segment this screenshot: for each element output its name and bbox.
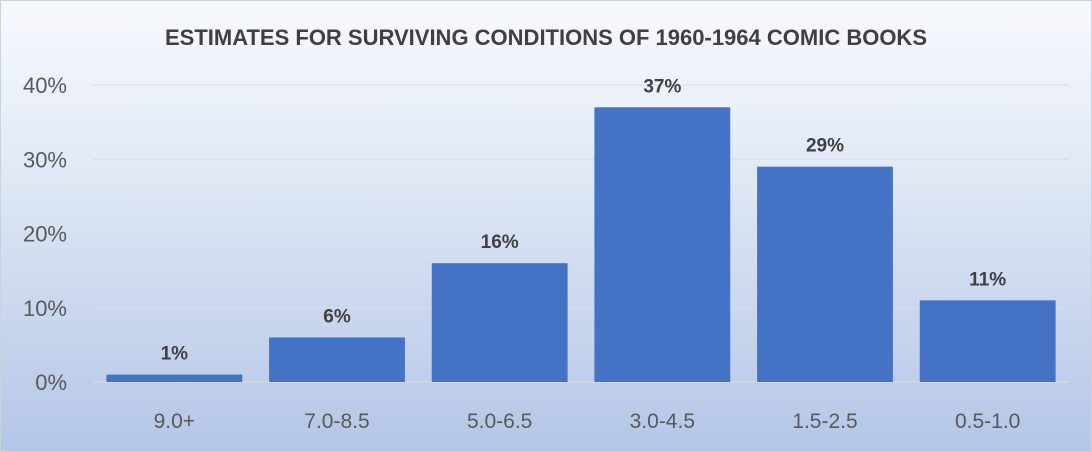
x-tick-label: 9.0+ bbox=[154, 410, 195, 433]
gridlines bbox=[93, 84, 1069, 383]
x-tick-label: 7.0-8.5 bbox=[304, 410, 369, 433]
data-label: 29% bbox=[806, 136, 844, 157]
y-tick-label: 0% bbox=[35, 370, 67, 395]
x-tick-label: 5.0-6.5 bbox=[467, 410, 532, 433]
bars bbox=[106, 107, 1056, 383]
chart-title: ESTIMATES FOR SURVIVING CONDITIONS OF 19… bbox=[165, 25, 927, 50]
y-tick-label: 40% bbox=[23, 73, 67, 98]
data-label: 6% bbox=[323, 306, 351, 327]
bar bbox=[757, 166, 893, 382]
data-labels: 1% 6% 16% 37% 29% 11% bbox=[161, 76, 1007, 364]
x-axis-ticks: 9.0+ 7.0-8.5 5.0-6.5 3.0-4.5 1.5-2.5 0.5-1.0 bbox=[154, 410, 1021, 433]
x-tick-label: 3.0-4.5 bbox=[630, 410, 695, 433]
data-label: 11% bbox=[969, 269, 1006, 290]
y-tick-label: 20% bbox=[23, 222, 67, 247]
bar bbox=[431, 263, 568, 382]
bar bbox=[919, 300, 1056, 382]
y-tick-label: 10% bbox=[23, 296, 67, 321]
y-axis-ticks: 0% 10% 20% 30% 40% bbox=[23, 73, 67, 395]
x-tick-label: 0.5-1.0 bbox=[955, 410, 1020, 433]
bar bbox=[269, 337, 405, 382]
y-tick-label: 30% bbox=[23, 147, 67, 172]
bar bbox=[594, 107, 731, 383]
data-label: 37% bbox=[643, 76, 681, 97]
bar bbox=[106, 374, 243, 382]
x-tick-label: 1.5-2.5 bbox=[792, 410, 857, 433]
data-label: 16% bbox=[481, 232, 519, 253]
data-label: 1% bbox=[161, 344, 189, 365]
